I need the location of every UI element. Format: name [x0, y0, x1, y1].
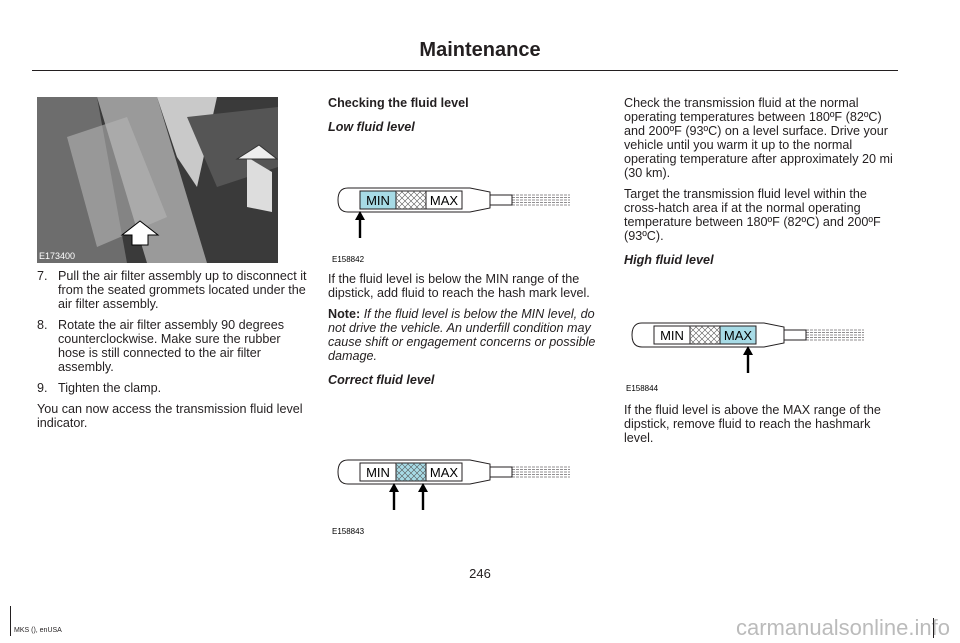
max-label: MAX	[430, 465, 459, 480]
min-label: MIN	[660, 328, 684, 343]
arrow	[418, 483, 428, 510]
hatch-zone	[396, 191, 426, 209]
dipstick-diagram: MIN MAX E158844	[626, 322, 864, 393]
paragraph: Target the transmission fluid level with…	[624, 187, 881, 243]
column-2-text: Checking the fluid level Low fluid level	[328, 96, 600, 134]
page-title: Maintenance	[419, 39, 541, 61]
hatch-zone	[690, 326, 720, 344]
edition: MKS (), enUSA	[14, 627, 62, 634]
step-text: Tighten the clamp.	[58, 381, 162, 395]
page-number: 246	[469, 566, 491, 581]
max-zone	[719, 325, 757, 345]
subheading: Low fluid level	[328, 120, 415, 134]
engine-photo: E173400	[37, 97, 278, 263]
min-label: MIN	[366, 193, 390, 208]
paragraph: If the fluid level is above the MAX rang…	[624, 403, 881, 445]
crop-mark	[10, 606, 11, 636]
min-label: MIN	[366, 465, 390, 480]
column-3-body: If the fluid level is above the MAX rang…	[624, 403, 896, 445]
subheading: High fluid level	[624, 253, 714, 267]
max-zone	[425, 190, 463, 210]
column-1-text: 7. Pull the air filter assembly up to dis…	[37, 269, 309, 430]
column-2-body: If the fluid level is below the MIN rang…	[328, 272, 600, 387]
figure-label: E158843	[332, 527, 365, 536]
header-rule	[32, 70, 898, 71]
note-label: Note:	[328, 307, 361, 321]
section-heading: Checking the fluid level	[328, 96, 469, 110]
crop-mark	[933, 618, 934, 638]
note-text: If the fluid level is below the MIN leve…	[328, 307, 596, 363]
subheading: Correct fluid level	[328, 373, 435, 387]
arrow	[743, 346, 753, 373]
max-label: MAX	[430, 193, 459, 208]
max-zone	[425, 462, 463, 482]
dipstick-diagram: MIN MAX E158843	[332, 459, 570, 536]
dipstick-diagram: MIN MAX E158842	[332, 187, 570, 264]
list-item: 8. Rotate the air filter assembly 90 degr…	[37, 318, 309, 374]
rod	[783, 329, 807, 341]
hatch-zone	[396, 463, 426, 481]
figure-label: E158844	[626, 384, 659, 393]
figure-label: E158842	[332, 255, 365, 264]
paragraph: If the fluid level is below the MIN rang…	[328, 272, 590, 300]
step-number: 8.	[37, 318, 48, 332]
rod	[489, 466, 513, 478]
watermark: carmanualsonline.info	[735, 615, 950, 640]
paragraph: You can now access the transmission flui…	[37, 402, 303, 430]
max-label: MAX	[724, 328, 753, 343]
arrow	[355, 211, 365, 238]
rod	[489, 194, 513, 206]
paragraph: Check the transmission fluid at the norm…	[624, 96, 893, 180]
step-text: Rotate the air filter assembly 90 degree…	[58, 318, 285, 374]
figure-label: E173400	[39, 251, 75, 261]
note: Note: If the fluid level is below the MI…	[328, 307, 600, 363]
arrow	[389, 483, 399, 510]
column-3-text: Check the transmission fluid at the norm…	[624, 96, 896, 267]
step-number: 7.	[37, 269, 48, 283]
step-text: Pull the air filter assembly up to disco…	[58, 269, 307, 311]
list-item: 7. Pull the air filter assembly up to dis…	[37, 269, 309, 311]
step-number: 9.	[37, 381, 48, 395]
list-item: 9. Tighten the clamp.	[37, 381, 309, 395]
